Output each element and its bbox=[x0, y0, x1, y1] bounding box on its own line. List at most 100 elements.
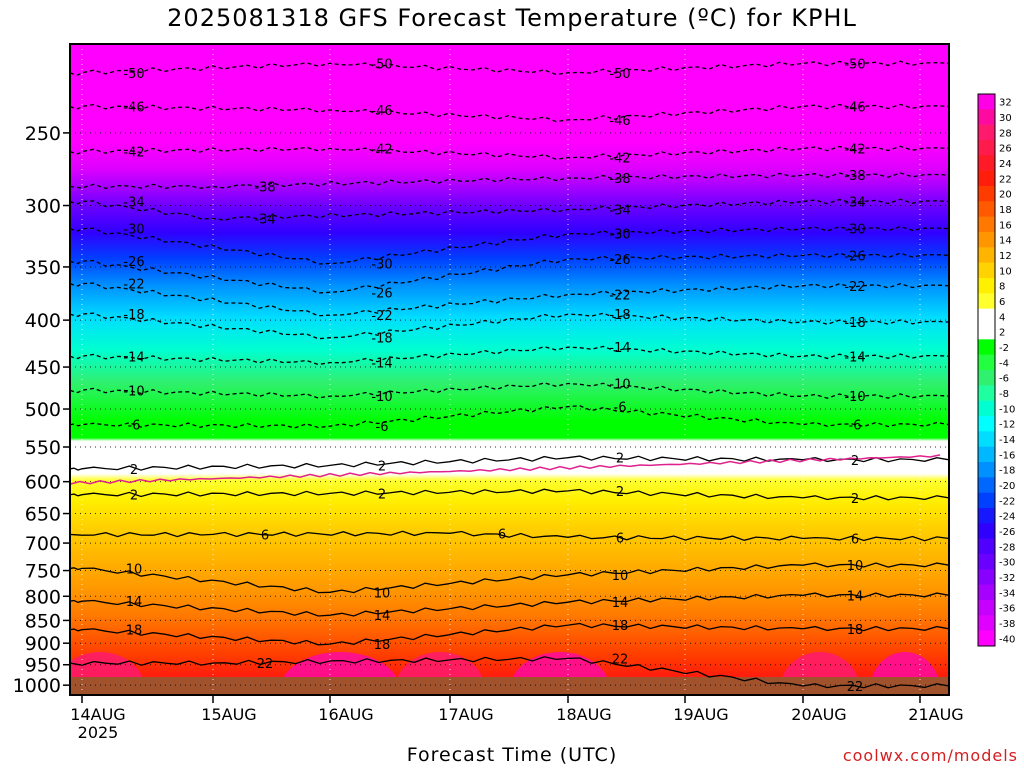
y-tick-label: 700 bbox=[25, 533, 61, 555]
contour-label: -46 bbox=[371, 104, 392, 119]
contour-label: 6 bbox=[498, 527, 506, 542]
colorbar-swatch bbox=[978, 370, 995, 386]
colorbar-swatch bbox=[978, 569, 995, 585]
contour-label: 22 bbox=[257, 657, 274, 672]
contour-label: -42 bbox=[844, 143, 865, 158]
colorbar-swatch bbox=[978, 354, 995, 371]
contour-line bbox=[70, 562, 949, 594]
colorbar-label: 14 bbox=[999, 236, 1012, 247]
contour-label: -50 bbox=[123, 67, 144, 82]
colorbar-swatch bbox=[978, 155, 995, 171]
colorbar-swatch bbox=[978, 247, 995, 263]
colorbar-swatch bbox=[978, 600, 995, 616]
contour-label: -10 bbox=[123, 384, 144, 399]
contour-label: -26 bbox=[371, 286, 392, 301]
contour-label: -6 bbox=[376, 420, 389, 435]
contour-label: -22 bbox=[371, 309, 392, 324]
contour-label: -42 bbox=[371, 143, 392, 158]
colorbar-swatch bbox=[978, 339, 995, 355]
chart-title: 2025081318 GFS Forecast Temperature (ºC)… bbox=[167, 4, 857, 32]
y-tick-label: 950 bbox=[25, 655, 61, 677]
contour-line bbox=[70, 172, 949, 190]
colorbar-swatch bbox=[978, 416, 995, 432]
colorbar-label: -2 bbox=[999, 343, 1009, 354]
contour-label: -42 bbox=[123, 146, 144, 161]
colorbar-swatch bbox=[978, 293, 995, 309]
y-tick-label: 550 bbox=[25, 437, 61, 459]
contour-label: -10 bbox=[844, 390, 865, 405]
colorbar-label: 10 bbox=[999, 266, 1012, 277]
contour-label: -18 bbox=[371, 332, 392, 347]
colorbar-label: 24 bbox=[999, 159, 1012, 170]
contour-label: -22 bbox=[609, 288, 630, 303]
x-tick-label: 21AUG bbox=[908, 705, 963, 724]
contour-label: -26 bbox=[609, 253, 630, 268]
colorbar-label: -36 bbox=[999, 604, 1015, 615]
y-tick-label: 1000 bbox=[13, 675, 61, 697]
colorbar-swatch bbox=[978, 216, 995, 233]
contour-label: 22 bbox=[847, 680, 864, 695]
colorbar-label: -18 bbox=[999, 466, 1015, 477]
contour-line bbox=[70, 622, 949, 646]
contour-label: 2 bbox=[378, 459, 386, 474]
colorbar-label: 20 bbox=[999, 190, 1012, 201]
contour-label: -34 bbox=[123, 196, 144, 211]
colorbar-swatch bbox=[978, 554, 995, 570]
colorbar-label: 28 bbox=[999, 128, 1012, 139]
plot-frame bbox=[69, 43, 950, 696]
y-tick-label: 900 bbox=[25, 633, 61, 655]
contour-label: -18 bbox=[844, 316, 865, 331]
y-tick-label: 450 bbox=[25, 357, 61, 379]
y-tick-label: 400 bbox=[25, 310, 61, 332]
colorbar-label: -40 bbox=[999, 634, 1015, 645]
contour-line bbox=[70, 592, 949, 617]
colorbar-label: -22 bbox=[999, 496, 1015, 507]
colorbar-swatch bbox=[978, 140, 995, 156]
colorbar-label: 18 bbox=[999, 205, 1012, 216]
colorbar-swatch bbox=[978, 232, 995, 248]
colorbar-label: -8 bbox=[999, 389, 1009, 400]
contour-label: 10 bbox=[847, 559, 864, 574]
colorbar-label: -28 bbox=[999, 542, 1015, 553]
source-credit[interactable]: coolwx.com/models bbox=[842, 746, 1018, 765]
colorbar: 32 30 28 26 24 22 20 18 16 14 12 10 8 6 4 2 -2 -4 -6 -8 -10 -… bbox=[977, 93, 1015, 647]
freezing-line bbox=[70, 454, 941, 485]
colorbar-label: -20 bbox=[999, 481, 1015, 492]
contour-label: 6 bbox=[261, 528, 269, 543]
x-tick-label: 14AUG bbox=[70, 705, 125, 724]
contour-label: -42 bbox=[609, 152, 630, 167]
contour-label: 2 bbox=[851, 492, 859, 507]
contour-label: 2 bbox=[616, 452, 624, 467]
contour-line bbox=[70, 656, 949, 689]
contour-label: 2 bbox=[130, 489, 138, 504]
x-axis: 14AUG 15AUG 16AUG 17AUG 18AUG 19AUG 20AUG 21AUG… bbox=[70, 695, 964, 742]
x-tick-label: 18AUG bbox=[556, 705, 611, 724]
contour-label: -18 bbox=[123, 308, 144, 323]
contour-label: -38 bbox=[609, 172, 630, 187]
contour-label: 6 bbox=[851, 532, 859, 547]
contour-label: 18 bbox=[612, 619, 629, 634]
colorbar-swatch bbox=[978, 324, 995, 340]
colorbar-swatch bbox=[978, 462, 995, 478]
contour-line bbox=[70, 225, 949, 265]
colorbar-label: -16 bbox=[999, 450, 1015, 461]
contour-label: -6 bbox=[614, 401, 627, 416]
contour-label: 6 bbox=[616, 531, 624, 546]
colorbar-swatch bbox=[978, 492, 995, 509]
colorbar-frame bbox=[977, 93, 996, 647]
contour-label: -34 bbox=[254, 213, 275, 228]
contour-label: -10 bbox=[609, 378, 630, 393]
x-tick-label: 19AUG bbox=[673, 705, 728, 724]
x-tick-label: 17AUG bbox=[438, 705, 493, 724]
contour-label: -30 bbox=[844, 223, 865, 238]
colorbar-label: -38 bbox=[999, 619, 1015, 630]
colorbar-label: -26 bbox=[999, 527, 1015, 538]
y-tick-label: 750 bbox=[25, 561, 61, 583]
contour-label: -26 bbox=[844, 249, 865, 264]
colorbar-label: 26 bbox=[999, 144, 1012, 155]
y-tick-label: 600 bbox=[25, 472, 61, 494]
contour-label: -26 bbox=[123, 255, 144, 270]
colorbar-label: -24 bbox=[999, 512, 1015, 523]
colorbar-swatch bbox=[978, 262, 995, 279]
plot-area: -50 -50 -50 -50 -46 -46 -46 -46 -42 -42 -42 -42 -38 -… bbox=[70, 44, 949, 695]
